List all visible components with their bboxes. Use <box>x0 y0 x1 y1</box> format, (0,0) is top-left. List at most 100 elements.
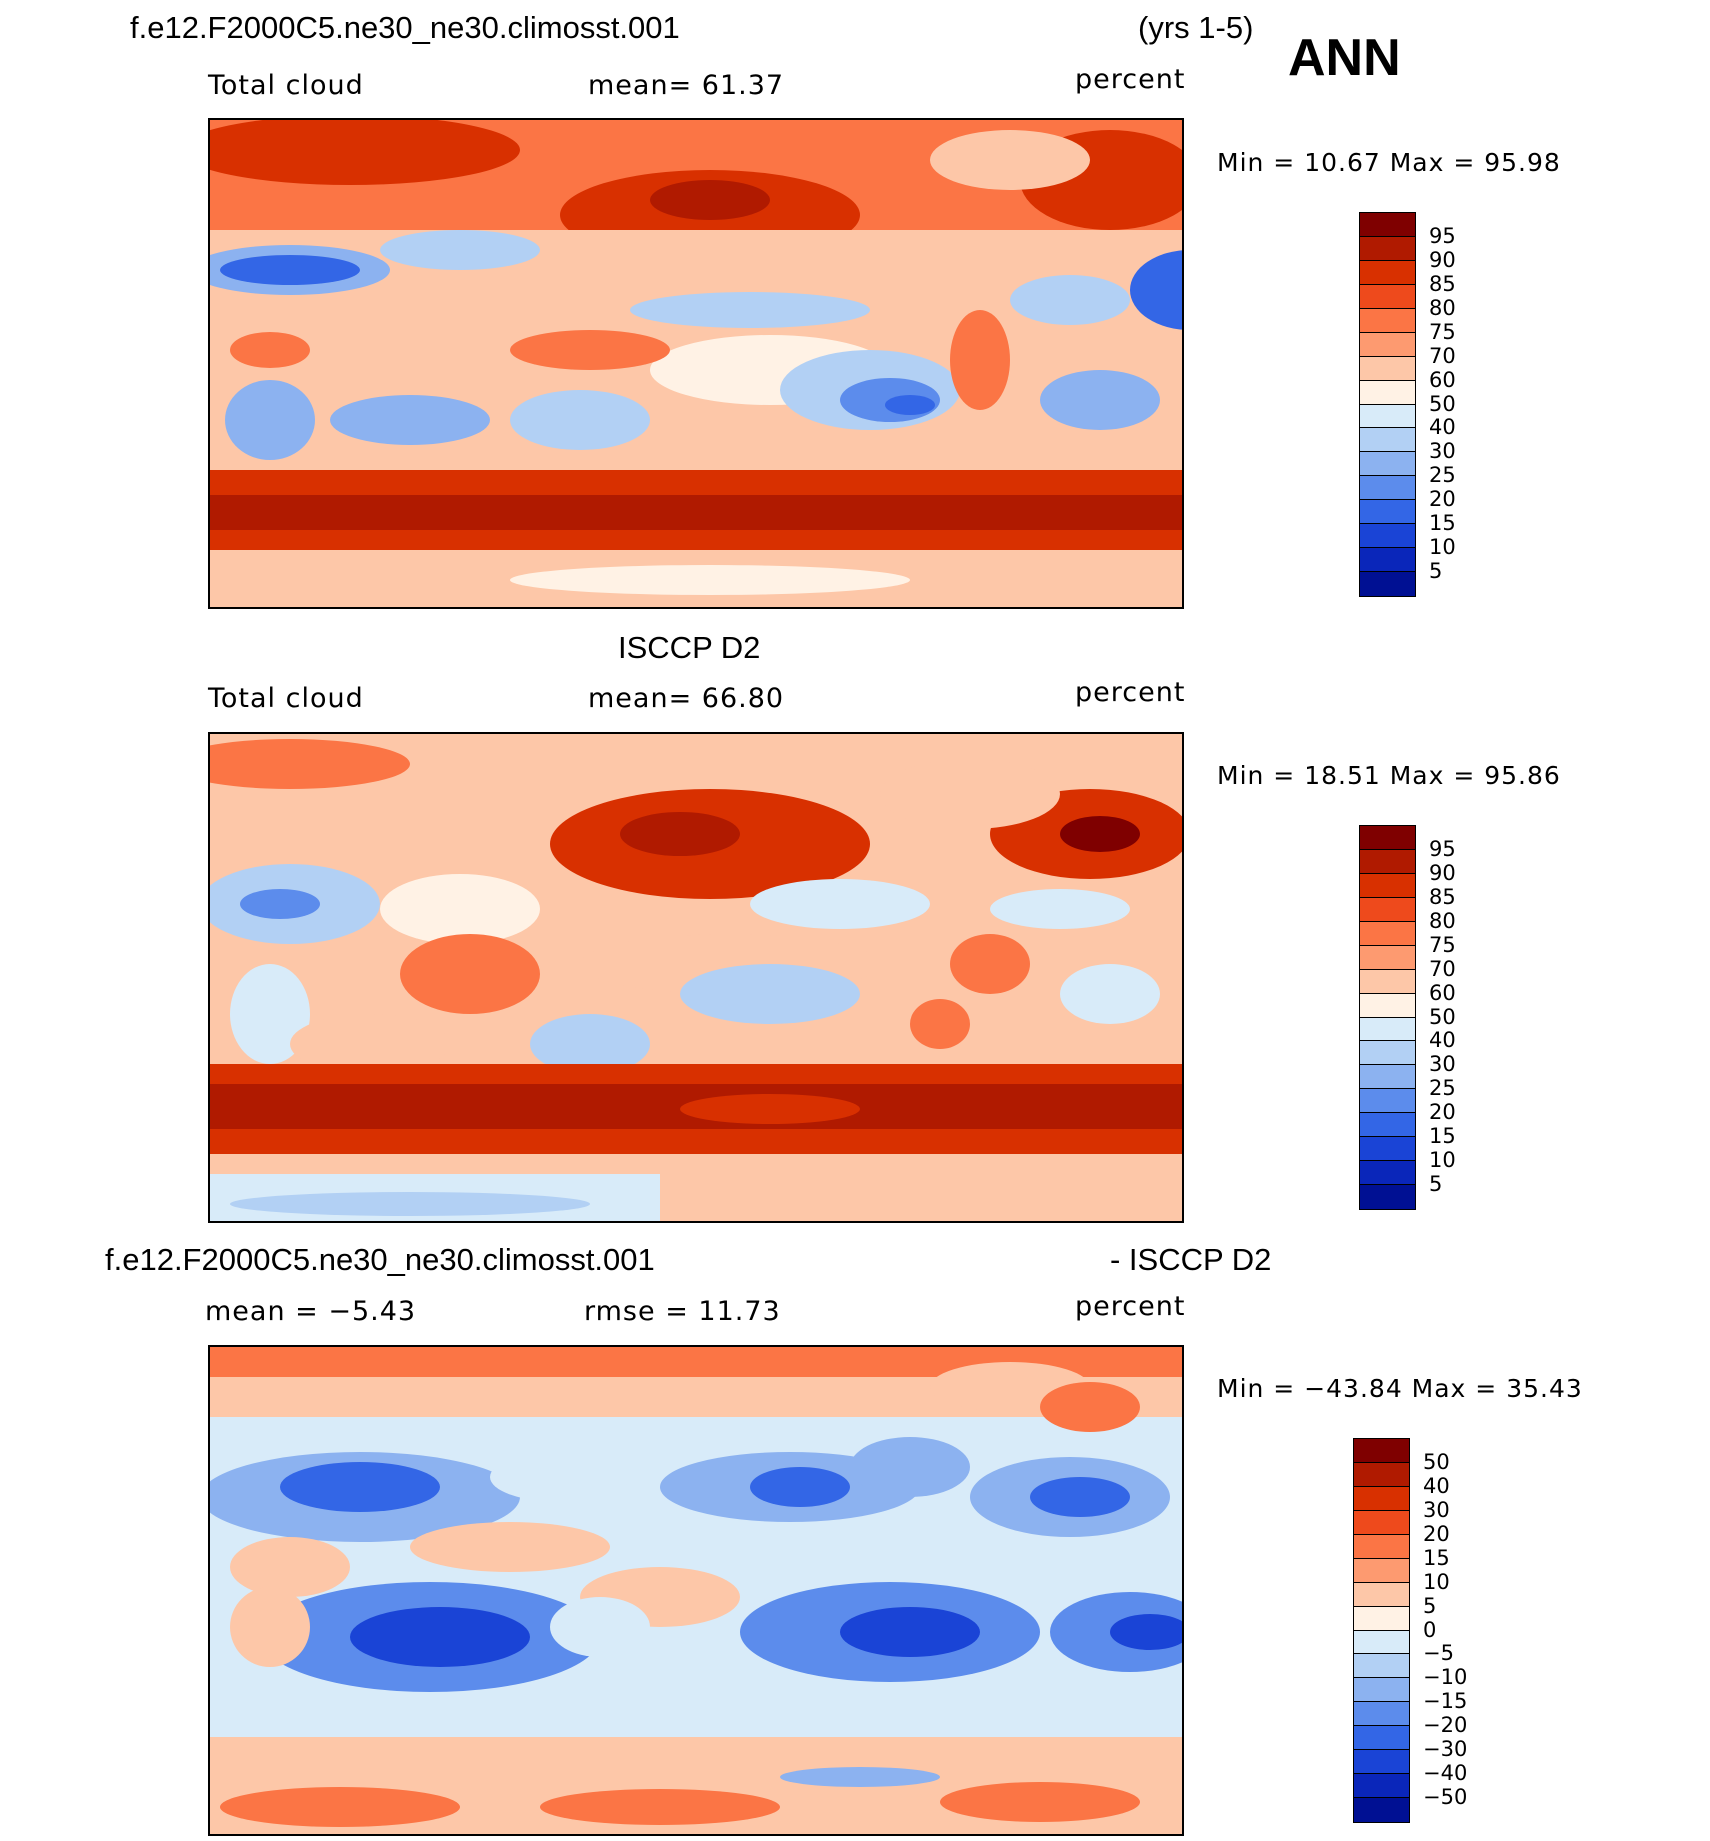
colorbar-tick-label: 80 <box>1429 295 1456 320</box>
diff-suffix: - ISCCP D2 <box>1110 1242 1272 1277</box>
panel-model-units: percent <box>1075 64 1186 95</box>
colorbar-swatch <box>1354 1798 1409 1822</box>
case-title: f.e12.F2000C5.ne30_ne30.climosst.001 <box>130 10 680 45</box>
colorbar-swatch <box>1360 873 1415 898</box>
colorbar-tick-label: 40 <box>1423 1473 1450 1498</box>
colorbar-swatch <box>1360 452 1415 477</box>
colorbar-swatch <box>1360 260 1415 285</box>
diff-case-title: f.e12.F2000C5.ne30_ne30.climosst.001 <box>105 1242 655 1277</box>
colorbar-tick-label: −30 <box>1423 1737 1468 1762</box>
panel-obs-mean: mean= 66.80 <box>588 683 785 714</box>
colorbar-swatch <box>1354 1750 1409 1775</box>
colorbar-swatch <box>1354 1534 1409 1559</box>
colorbar-swatch <box>1354 1582 1409 1607</box>
colorbar-tick-label: 20 <box>1429 487 1456 512</box>
colorbar-swatch <box>1360 476 1415 501</box>
colorbar-tick-label: 20 <box>1429 1100 1456 1125</box>
colorbar-swatch <box>1354 1726 1409 1751</box>
colorbar-swatch <box>1360 236 1415 261</box>
colorbar-swatch <box>1360 1065 1415 1090</box>
colorbar-tick-label: 40 <box>1429 1028 1456 1053</box>
colorbar-tick-label: −15 <box>1423 1689 1468 1714</box>
colorbar-tick-label: −50 <box>1423 1785 1468 1810</box>
colorbar-swatch <box>1360 897 1415 922</box>
colorbar-tick-label: 25 <box>1429 1076 1456 1101</box>
colorbar-tick-label: 30 <box>1429 439 1456 464</box>
colorbar-tick-label: −5 <box>1423 1641 1454 1666</box>
colorbar-swatch <box>1360 308 1415 333</box>
colorbar-tick-label: 5 <box>1423 1593 1437 1618</box>
colorbar-diff <box>1353 1438 1410 1823</box>
panel-obs-minmax: Min = 18.51 Max = 95.86 <box>1217 761 1561 790</box>
colorbar-swatch <box>1354 1462 1409 1487</box>
panel-model-variable: Total cloud <box>208 70 364 101</box>
colorbar-tick-label: 25 <box>1429 463 1456 488</box>
colorbar-swatch <box>1354 1678 1409 1703</box>
colorbar-tick-label: 70 <box>1429 343 1456 368</box>
obs-title: ISCCP D2 <box>618 630 761 665</box>
colorbar-swatch <box>1360 969 1415 994</box>
map-model <box>208 118 1184 609</box>
colorbar-tick-label: 15 <box>1429 511 1456 536</box>
panel-obs-variable: Total cloud <box>208 683 364 714</box>
colorbar-swatch <box>1360 1041 1415 1066</box>
colorbar-tick-label: 0 <box>1423 1617 1437 1642</box>
colorbar-swatch <box>1360 548 1415 573</box>
panel-model-minmax: Min = 10.67 Max = 95.98 <box>1217 148 1561 177</box>
panel-diff-mean: mean = −5.43 <box>205 1296 417 1327</box>
colorbar-swatch <box>1360 380 1415 405</box>
colorbar-tick-label: 85 <box>1429 271 1456 296</box>
colorbar-tick-label: 20 <box>1423 1521 1450 1546</box>
colorbar-tick-label: 15 <box>1423 1545 1450 1570</box>
colorbar-tick-label: 75 <box>1429 319 1456 344</box>
colorbar-swatch <box>1360 284 1415 309</box>
colorbar-swatch <box>1354 1439 1409 1463</box>
colorbar-swatch <box>1354 1558 1409 1583</box>
colorbar-swatch <box>1360 404 1415 429</box>
colorbar-swatch <box>1360 1161 1415 1186</box>
colorbar-swatch <box>1360 1113 1415 1138</box>
colorbar-swatch <box>1354 1606 1409 1631</box>
colorbar-tick-label: −40 <box>1423 1761 1468 1786</box>
map-model-field <box>210 120 1182 607</box>
colorbar-tick-label: 40 <box>1429 415 1456 440</box>
colorbar-tick-label: −20 <box>1423 1713 1468 1738</box>
panel-diff-minmax: Min = −43.84 Max = 35.43 <box>1217 1374 1583 1403</box>
colorbar-swatch <box>1354 1774 1409 1799</box>
panel-obs-units: percent <box>1075 677 1186 708</box>
colorbar-tick-label: 5 <box>1429 1172 1443 1197</box>
colorbar-tick-label: 50 <box>1423 1449 1450 1474</box>
map-obs <box>208 732 1184 1223</box>
colorbar-swatch <box>1360 500 1415 525</box>
colorbar-tick-label: 30 <box>1423 1497 1450 1522</box>
map-obs-field <box>210 734 1182 1221</box>
colorbar-tick-label: 10 <box>1429 1148 1456 1173</box>
colorbar-swatch <box>1360 332 1415 357</box>
colorbar-tick-label: 10 <box>1429 535 1456 560</box>
colorbar-swatch <box>1360 1089 1415 1114</box>
colorbar-swatch <box>1360 572 1415 596</box>
colorbar-tick-label: 75 <box>1429 932 1456 957</box>
panel-diff-units: percent <box>1075 1291 1186 1322</box>
colorbar-obs <box>1359 825 1416 1210</box>
panel-model-mean: mean= 61.37 <box>588 70 785 101</box>
colorbar-swatch <box>1360 1185 1415 1209</box>
colorbar-tick-label: 90 <box>1429 860 1456 885</box>
colorbar-swatch <box>1354 1654 1409 1679</box>
map-diff-field <box>210 1347 1182 1834</box>
colorbar-swatch <box>1360 826 1415 850</box>
colorbar-tick-label: −10 <box>1423 1665 1468 1690</box>
colorbar-swatch <box>1360 921 1415 946</box>
colorbar-tick-label: 10 <box>1423 1569 1450 1594</box>
colorbar-tick-label: 80 <box>1429 908 1456 933</box>
colorbar-tick-label: 95 <box>1429 836 1456 861</box>
colorbar-swatch <box>1360 1017 1415 1042</box>
colorbar-swatch <box>1354 1702 1409 1727</box>
colorbar-tick-label: 5 <box>1429 559 1443 584</box>
colorbar-tick-label: 70 <box>1429 956 1456 981</box>
colorbar-swatch <box>1360 945 1415 970</box>
map-diff <box>208 1345 1184 1836</box>
colorbar-swatch <box>1354 1510 1409 1535</box>
colorbar-swatch <box>1360 524 1415 549</box>
colorbar-model <box>1359 212 1416 597</box>
